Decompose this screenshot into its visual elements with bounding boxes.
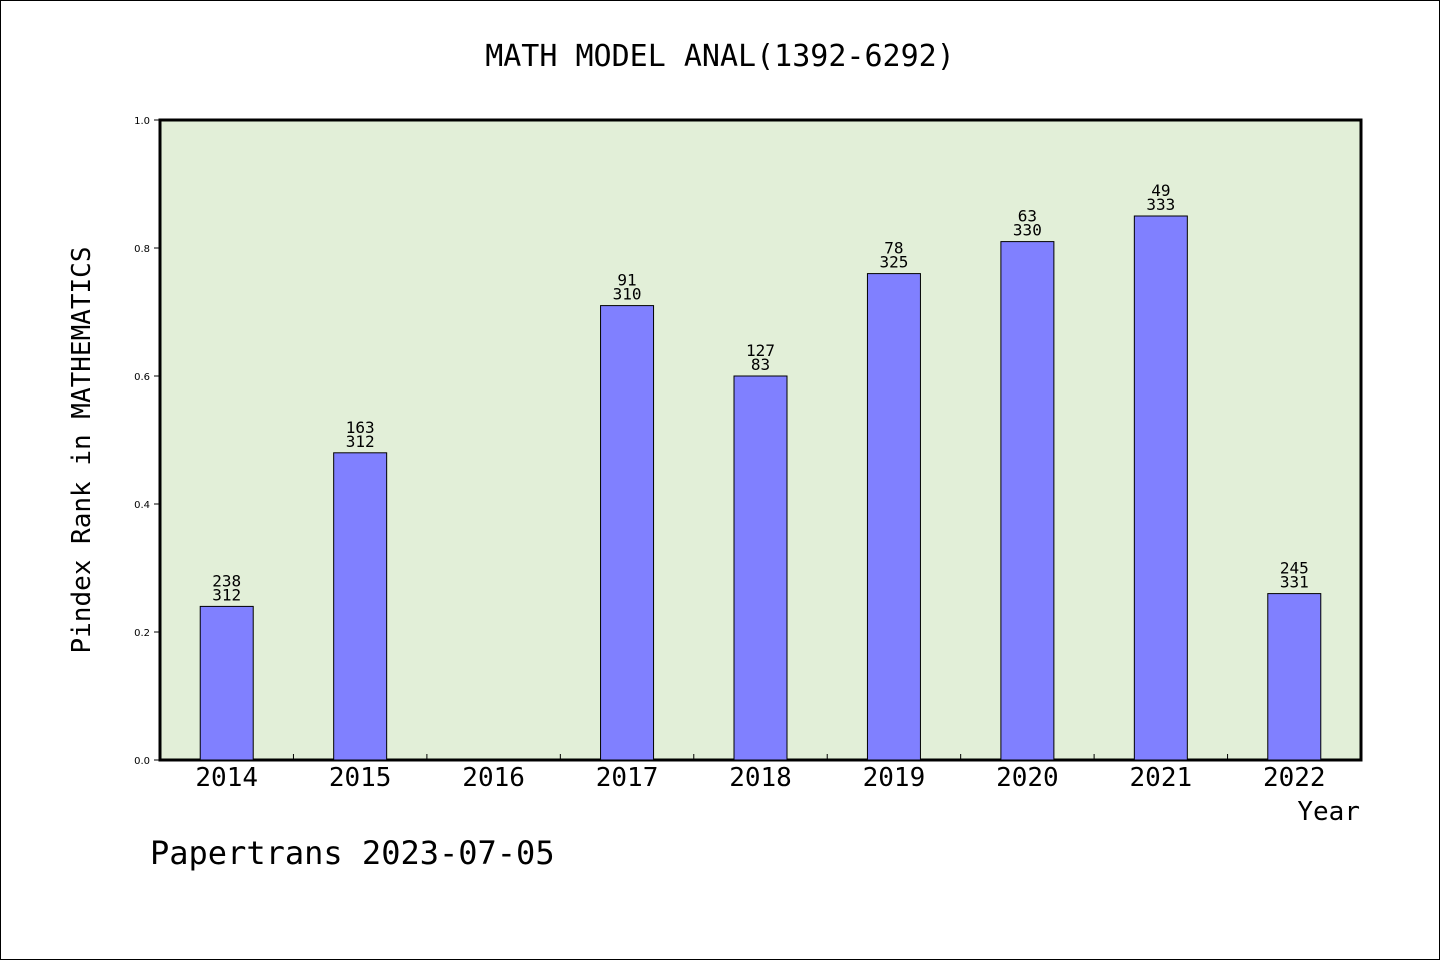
x-tick-label: 2017 bbox=[596, 763, 659, 793]
bar-2022 bbox=[1267, 593, 1322, 761]
y-tick-label: 0.8 bbox=[134, 244, 150, 255]
x-tick-label: 2015 bbox=[329, 763, 392, 793]
bar-label-top: 245 bbox=[1280, 559, 1309, 578]
bar-label-bottom: 310 bbox=[613, 285, 642, 304]
bar-label-top: 127 bbox=[746, 341, 775, 360]
bar-2020 bbox=[1000, 241, 1055, 761]
footer-credit: Papertrans 2023-07-05 bbox=[150, 834, 555, 872]
y-tick-label: 1.0 bbox=[134, 116, 150, 127]
bar-2021 bbox=[1133, 215, 1188, 761]
x-tick-label: 2022 bbox=[1263, 763, 1326, 793]
x-tick-label: 2018 bbox=[729, 763, 792, 793]
bar-2019 bbox=[866, 273, 921, 761]
bar-label-bottom: 312 bbox=[346, 432, 375, 451]
bar-label-bottom: 330 bbox=[1013, 221, 1042, 240]
x-tick-label: 2020 bbox=[996, 763, 1059, 793]
x-tick-label: 2014 bbox=[195, 763, 258, 793]
bar-label-bottom: 83 bbox=[751, 355, 770, 374]
bars-group bbox=[199, 215, 1322, 761]
y-axis-label: Pindex Rank in MATHEMATICS bbox=[67, 247, 97, 654]
bar-label-top: 49 bbox=[1151, 181, 1170, 200]
bar-label-bottom: 331 bbox=[1280, 573, 1309, 592]
bar-2014 bbox=[199, 605, 254, 761]
y-tick-label: 0.0 bbox=[134, 756, 150, 767]
x-axis-ticks: 2014 2015 2016 2017 2018 2019 2020 2021 2022 bbox=[195, 754, 1326, 793]
bar-label-bottom: 325 bbox=[879, 253, 908, 272]
bar-label-top: 63 bbox=[1018, 207, 1037, 226]
bar-label-top: 78 bbox=[884, 239, 903, 258]
bar-2018 bbox=[733, 375, 788, 761]
chart-title: MATH MODEL ANAL(1392-6292) bbox=[485, 39, 955, 74]
bar-label-bottom: 333 bbox=[1146, 195, 1175, 214]
y-axis-ticks: 0.0 0.2 0.4 0.6 0.8 1.0 bbox=[134, 116, 160, 767]
x-axis-label: Year bbox=[1297, 797, 1360, 827]
bar-2017 bbox=[600, 305, 655, 761]
bar-label-top: 163 bbox=[346, 418, 375, 437]
y-tick-label: 0.2 bbox=[134, 628, 150, 639]
bar-labels-group: 2383121633129131012783783256333049333245… bbox=[212, 181, 1308, 604]
bar-label-top: 91 bbox=[617, 271, 636, 290]
x-tick-label: 2021 bbox=[1130, 763, 1193, 793]
bar-2015 bbox=[333, 452, 388, 761]
x-tick-label: 2016 bbox=[462, 763, 525, 793]
x-tick-label: 2019 bbox=[863, 763, 926, 793]
bar-label-bottom: 312 bbox=[212, 585, 241, 604]
y-tick-label: 0.4 bbox=[134, 500, 150, 511]
bar-label-top: 238 bbox=[212, 571, 241, 590]
y-tick-label: 0.6 bbox=[134, 372, 150, 383]
